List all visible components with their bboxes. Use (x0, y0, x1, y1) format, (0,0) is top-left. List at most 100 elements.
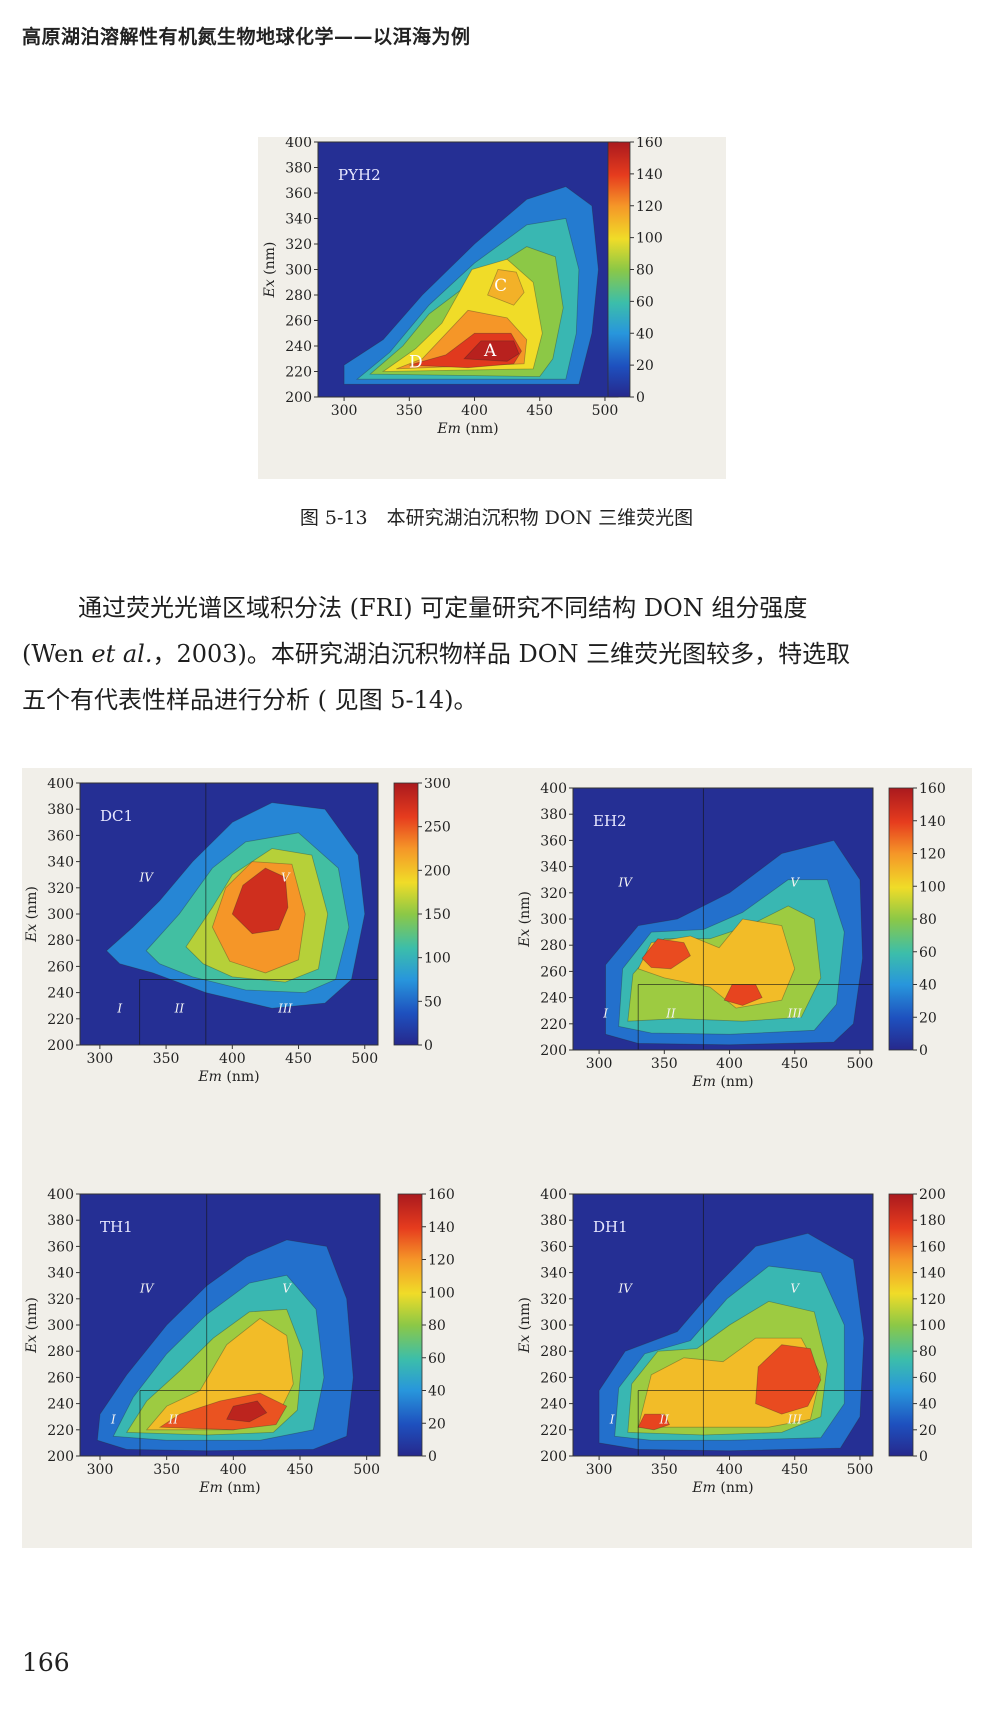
colorbar (393, 782, 419, 1046)
colorbar-tick-label: 100 (919, 1318, 946, 1334)
colorbar-tick-label: 40 (428, 1384, 446, 1400)
x-tick-label: 450 (781, 1462, 808, 1478)
y-tick-label: 220 (47, 1423, 74, 1439)
region-label: IV (139, 870, 155, 884)
y-tick-label: 380 (540, 1213, 567, 1229)
region-label: I (110, 1412, 116, 1426)
colorbar-tick-label: 0 (428, 1449, 437, 1465)
colorbar-tick-label: 40 (919, 1397, 937, 1413)
y-tick-label: 360 (540, 833, 567, 849)
y-tick-label: 240 (47, 986, 74, 1002)
region-label: II (665, 1006, 676, 1020)
x-tick-label: 400 (716, 1056, 743, 1072)
y-tick-label: 400 (285, 137, 312, 151)
y-tick-label: 280 (540, 1344, 567, 1360)
region-label: V (282, 1281, 292, 1295)
y-tick-label: 280 (285, 288, 312, 304)
y-tick-label: 360 (540, 1239, 567, 1255)
colorbar-tick-label: 60 (919, 1370, 937, 1386)
colorbar-tick-label: 50 (424, 994, 442, 1010)
colorbar-tick-label: 100 (428, 1285, 455, 1301)
y-tick-label: 260 (47, 1370, 74, 1386)
panel-label: TH1 (100, 1218, 133, 1236)
x-tick-label: 350 (651, 1056, 678, 1072)
y-tick-label: 220 (47, 1012, 74, 1028)
colorbar-tick-label: 20 (428, 1416, 446, 1432)
y-tick-label: 360 (285, 186, 312, 202)
paragraph-line-3: 五个有代表性样品进行分析 ( 见图 5-14)。 (22, 686, 478, 714)
y-tick-label: 200 (47, 1449, 74, 1465)
panel-label: DC1 (100, 807, 133, 825)
x-tick-label: 300 (86, 1051, 113, 1067)
y-axis-label: Ex (nm) (517, 1297, 533, 1354)
x-tick-label: 400 (220, 1462, 247, 1478)
region-label: III (787, 1412, 802, 1426)
colorbar-tick-label: 200 (424, 863, 451, 879)
y-tick-label: 320 (540, 1292, 567, 1308)
x-tick-label: 500 (592, 403, 619, 419)
x-tick-label: 450 (287, 1462, 314, 1478)
colorbar-tick-label: 100 (636, 231, 663, 247)
y-tick-label: 260 (540, 1370, 567, 1386)
region-label: III (787, 1006, 802, 1020)
y-tick-label: 260 (540, 964, 567, 980)
x-tick-label: 350 (396, 403, 423, 419)
y-tick-label: 320 (47, 881, 74, 897)
y-tick-label: 340 (285, 212, 312, 228)
y-tick-label: 360 (47, 828, 74, 844)
region-label: I (602, 1006, 608, 1020)
colorbar-tick-label: 100 (919, 879, 946, 895)
y-tick-label: 360 (47, 1239, 74, 1255)
colorbar-tick-label: 0 (424, 1038, 433, 1054)
y-tick-label: 280 (540, 938, 567, 954)
contour-level-6 (226, 1400, 268, 1423)
paragraph-line-1: 通过荧光光谱区域积分法 (FRI) 可定量研究不同结构 DON 组分强度 (78, 594, 808, 622)
x-tick-label: 300 (586, 1056, 613, 1072)
x-tick-label: 400 (461, 403, 488, 419)
colorbar-tick-label: 300 (424, 778, 451, 792)
x-tick-label: 450 (781, 1056, 808, 1072)
y-tick-label: 300 (540, 1318, 567, 1334)
paragraph-line-2: (Wen et al.，2003)。本研究湖泊沉积物样品 DON 三维荧光图较多… (22, 640, 851, 668)
y-axis-label: Ex (nm) (24, 886, 40, 943)
colorbar-tick-label: 20 (919, 1010, 937, 1026)
running-header: 高原湖泊溶解性有机氮生物地球化学——以洱海为例 (22, 26, 471, 48)
panel-label: PYH2 (338, 166, 381, 184)
region-label: III (277, 1001, 292, 1015)
panel-label: EH2 (593, 812, 627, 830)
y-tick-label: 320 (285, 237, 312, 253)
colorbar-tick-label: 100 (424, 951, 451, 967)
colorbar-tick-label: 60 (636, 294, 654, 310)
colorbar-tick-label: 80 (636, 263, 654, 279)
colorbar-tick-label: 200 (919, 1188, 946, 1203)
x-tick-label: 400 (219, 1051, 246, 1067)
x-tick-label: 500 (353, 1462, 380, 1478)
colorbar-tick-label: 0 (919, 1449, 928, 1465)
x-tick-label: 300 (586, 1462, 613, 1478)
body-paragraph: 通过荧光光谱区域积分法 (FRI) 可定量研究不同结构 DON 组分强度 (We… (22, 585, 972, 723)
colorbar-tick-label: 160 (636, 137, 663, 151)
contour-level-5 (755, 1344, 822, 1415)
y-tick-label: 400 (47, 1188, 74, 1203)
region-label: IV (139, 1281, 155, 1295)
colorbar-tick-label: 180 (919, 1213, 946, 1229)
y-tick-label: 240 (540, 991, 567, 1007)
y-tick-label: 220 (540, 1423, 567, 1439)
x-tick-label: 450 (285, 1051, 312, 1067)
region-label: V (790, 875, 800, 889)
y-tick-label: 220 (540, 1017, 567, 1033)
contour-level-5 (231, 867, 289, 935)
x-tick-label: 350 (153, 1051, 180, 1067)
x-tick-label: 500 (351, 1051, 378, 1067)
y-tick-label: 200 (540, 1449, 567, 1465)
colorbar-tick-label: 160 (428, 1188, 455, 1203)
y-axis-label: Ex (nm) (517, 891, 533, 948)
x-tick-label: 300 (87, 1462, 114, 1478)
contour-level-7 (463, 340, 520, 362)
y-tick-label: 400 (540, 781, 567, 797)
x-axis-label: Em (nm) (198, 1480, 260, 1496)
